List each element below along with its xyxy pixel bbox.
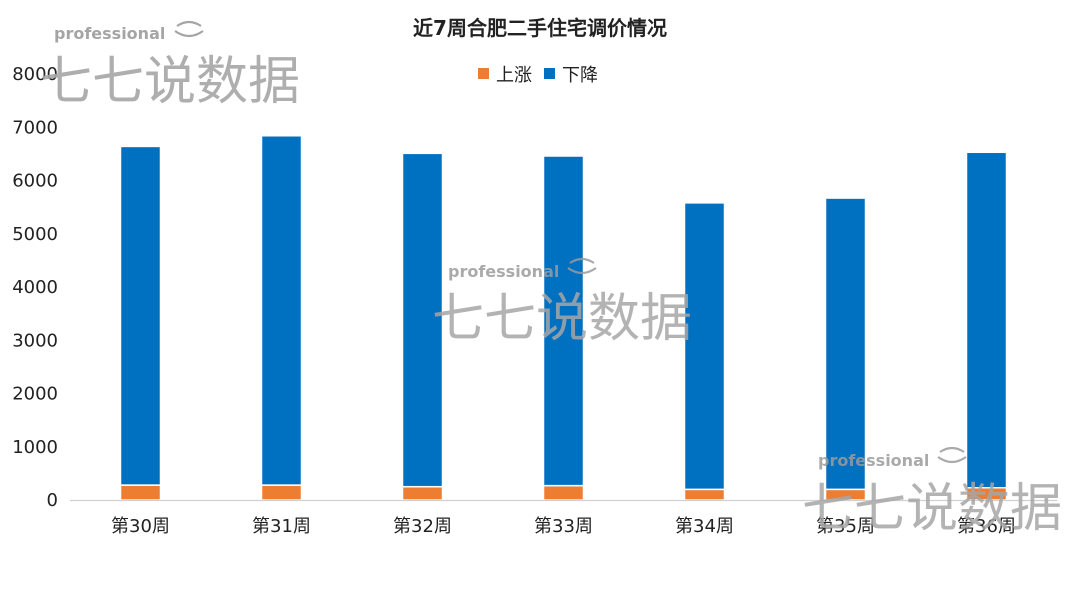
y-tick-label: 5000	[12, 224, 58, 245]
x-tick-label: 第32周	[393, 516, 452, 537]
bars	[119, 135, 1008, 501]
y-axis: 0 1000 2000 3000 4000 5000 6000 7000 8000	[12, 64, 58, 511]
x-tick-label: 第36周	[957, 516, 1016, 537]
watermark-logo-center: professional 七七说数据	[432, 257, 692, 349]
watermark-logo-bottom-right: professional 七七说数据	[802, 446, 1062, 539]
y-tick-label: 0	[47, 490, 58, 511]
bar-rise	[260, 484, 303, 501]
svg-text:professional: professional	[54, 24, 165, 43]
bar-fall	[824, 197, 867, 491]
bar-rise	[542, 484, 585, 501]
y-tick-label: 4000	[12, 277, 58, 298]
svg-text:professional: professional	[448, 262, 559, 281]
y-tick-label: 7000	[12, 117, 58, 138]
chart-title: 近7周合肥二手住宅调价情况	[413, 16, 667, 40]
bar-rise	[683, 488, 726, 501]
watermark-logo-top-left: professional 七七说数据	[40, 20, 300, 112]
x-tick-label: 第30周	[111, 516, 170, 537]
bar-fall	[260, 135, 303, 486]
x-axis: 第30周 第31周 第32周 第33周 第34周 第35周 第36周	[111, 516, 1016, 537]
bar-rise	[119, 484, 162, 501]
svg-text:七七说数据: 七七说数据	[40, 52, 300, 112]
x-tick-label: 第35周	[816, 516, 875, 537]
bar-fall	[965, 151, 1008, 489]
y-tick-label: 2000	[12, 384, 58, 405]
x-tick-label: 第34周	[675, 516, 734, 537]
y-tick-label: 1000	[12, 437, 58, 458]
y-tick-label: 8000	[12, 64, 58, 85]
svg-text:professional: professional	[818, 451, 929, 470]
bar-fall	[542, 155, 585, 487]
bar-fall	[119, 145, 162, 486]
bar-fall	[683, 202, 726, 491]
x-tick-label: 第31周	[252, 516, 311, 537]
svg-text:七七说数据: 七七说数据	[802, 479, 1062, 539]
legend-swatch-rise	[478, 68, 489, 79]
legend-swatch-fall	[544, 68, 555, 79]
bar-rise	[401, 485, 444, 501]
y-tick-label: 3000	[12, 330, 58, 351]
legend: 上涨 下降	[478, 65, 598, 86]
svg-text:七七说数据: 七七说数据	[432, 289, 692, 349]
legend-label-fall: 下降	[562, 65, 598, 86]
bar-fall	[401, 152, 444, 488]
legend-label-rise: 上涨	[496, 65, 532, 86]
x-tick-label: 第33周	[534, 516, 593, 537]
y-tick-label: 6000	[12, 171, 58, 192]
